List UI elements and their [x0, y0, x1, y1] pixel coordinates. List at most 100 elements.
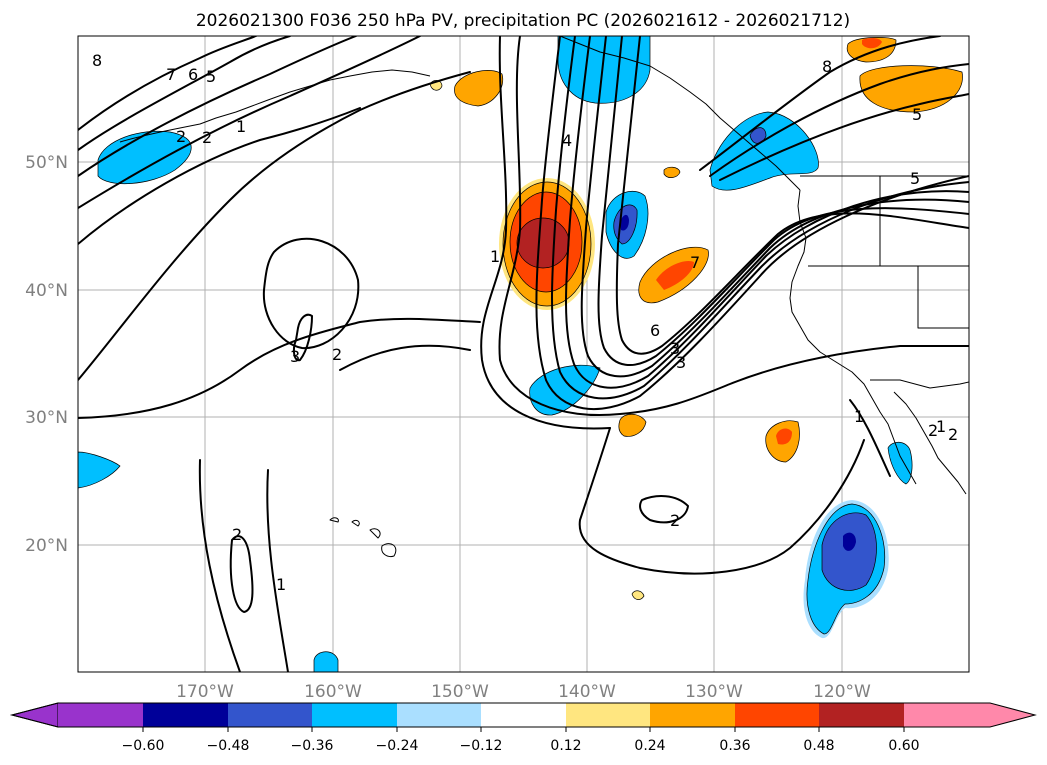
precip-negative-blob [78, 451, 121, 489]
precip-positive-blob [618, 413, 647, 437]
contour-label: 6 [188, 65, 198, 84]
colorbar-tick-label: 0.12 [550, 738, 581, 754]
colorbar-segment [735, 703, 819, 727]
pv-contour [198, 459, 241, 672]
contour-label: 2 [232, 525, 242, 544]
precip-positive-blob [631, 590, 645, 600]
pv-contour [266, 469, 289, 672]
contour-label: 1 [236, 117, 246, 136]
pv-contour [535, 36, 969, 411]
pv-contour [292, 313, 313, 362]
pv-contour [709, 63, 969, 177]
lon-label: 120°W [813, 682, 871, 702]
lon-label: 160°W [304, 682, 362, 702]
contour-label: 1 [490, 247, 500, 266]
colorbar-segment [650, 703, 735, 727]
pv-contour [719, 93, 969, 181]
pv-contour [849, 399, 891, 477]
contour-label: 1 [854, 407, 864, 426]
lat-label: 20°N [25, 536, 68, 556]
pv-contour [78, 36, 421, 209]
precip-positive-blob [663, 166, 681, 178]
contour-labels: 8 7 6 5 2 1 2 4 3 1 2 3 2 1 2 6 3 7 8 5 … [92, 51, 958, 594]
contour-label: 2 [176, 127, 186, 146]
contour-label: 8 [92, 51, 102, 70]
contour-label: 4 [562, 131, 572, 150]
colorbar-segment [481, 703, 566, 727]
contour-label: 7 [166, 65, 176, 84]
contour-label: 2 [928, 421, 938, 440]
colorbar-tick-label: 0.48 [803, 738, 834, 754]
colorbar-segment [819, 703, 904, 727]
contour-label: 2 [332, 345, 342, 364]
pv-contour [229, 535, 254, 613]
latitude-labels: 50°N 40°N 30°N 20°N [25, 153, 68, 556]
lat-label: 50°N [25, 153, 68, 173]
pv-contour [699, 36, 941, 171]
pv-contour [78, 317, 481, 419]
pv-contour [339, 344, 471, 371]
colorbar-segment [58, 703, 143, 727]
pv-contour [480, 36, 611, 430]
pv-contours [78, 36, 969, 672]
colorbar-segment [566, 703, 650, 727]
lat-label: 30°N [25, 408, 68, 428]
lon-label: 170°W [176, 682, 234, 702]
lat-label: 40°N [25, 281, 68, 301]
precip-negative-blob [887, 441, 913, 485]
contour-label: 3 [670, 339, 680, 358]
contour-label: 2 [948, 425, 958, 444]
longitude-labels: 170°W 160°W 150°W 140°W 130°W 120°W [176, 682, 871, 702]
precip-negative-blob [97, 130, 192, 185]
map-title: 2026021300 F036 250 hPa PV, precipitatio… [196, 11, 850, 31]
colorbar: −0.60 −0.48 −0.36 −0.24 −0.12 0.12 0.24 … [10, 702, 1037, 754]
pv-contour [78, 36, 257, 131]
pv-contour [78, 71, 471, 381]
pv-contour [551, 36, 969, 400]
pv-contour [615, 36, 969, 355]
colorbar-tick-label: −0.24 [376, 738, 419, 754]
pv-contour [565, 36, 969, 389]
pv-contour [78, 107, 361, 245]
gulf-of-california [893, 391, 967, 495]
colorbar-tick-label: 0.60 [888, 738, 919, 754]
us-west-coast [789, 189, 917, 485]
precip-positive-blob [846, 37, 897, 63]
pv-contour [78, 36, 357, 177]
lon-label: 130°W [685, 682, 743, 702]
pv-contour [498, 36, 969, 416]
colorbar-tick-label: −0.48 [207, 738, 250, 754]
pv-contour [639, 495, 689, 524]
contour-label: 3 [676, 353, 686, 372]
contour-label: 3 [290, 347, 300, 366]
pv-contour [578, 427, 865, 575]
contour-label: 5 [206, 67, 216, 86]
colorbar-tick-label: 0.36 [719, 738, 750, 754]
map-frame [77, 35, 970, 673]
colorbar-segment [312, 703, 397, 727]
hawaii [329, 517, 397, 557]
alaska-bc-coast [559, 36, 801, 191]
precip-positive-blob [454, 70, 504, 107]
contour-label: 2 [670, 511, 680, 530]
precip-negative-blob [313, 651, 339, 672]
contour-label: 5 [910, 169, 920, 188]
contour-label: 1 [276, 575, 286, 594]
pv-contour [580, 36, 969, 378]
lon-label: 140°W [558, 682, 616, 702]
colorbar-segment [228, 703, 312, 727]
colorbar-tick-label: 0.24 [634, 738, 665, 754]
contour-label: 8 [822, 57, 832, 76]
pv-contour [78, 36, 291, 151]
colorbar-extend-right [904, 703, 1035, 727]
colorbar-tick-label: −0.60 [122, 738, 165, 754]
mexico-border [870, 379, 969, 389]
colorbar-segment [143, 703, 228, 727]
contour-label: 6 [650, 321, 660, 340]
contour-label: 5 [912, 105, 922, 124]
lon-label: 150°W [431, 682, 489, 702]
colorbar-tick-label: −0.12 [460, 738, 503, 754]
precip-negative-blob [557, 36, 651, 104]
pv-contour [262, 237, 360, 350]
